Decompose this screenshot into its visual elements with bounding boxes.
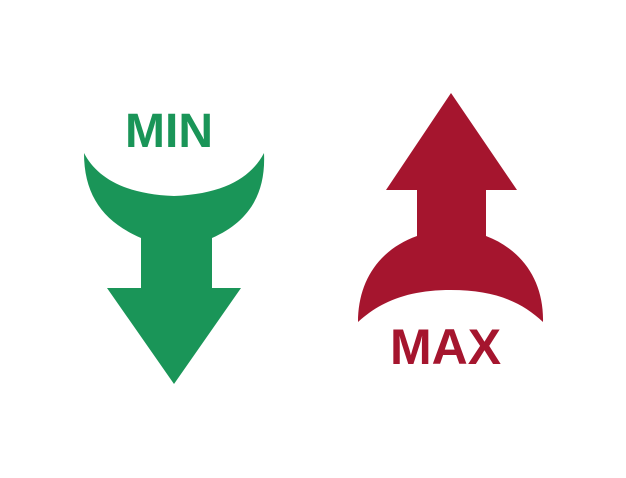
up-arrow-icon <box>358 93 544 322</box>
min-label: MIN <box>125 105 213 158</box>
max-label: MAX <box>390 319 502 375</box>
down-arrow-icon <box>84 153 265 384</box>
